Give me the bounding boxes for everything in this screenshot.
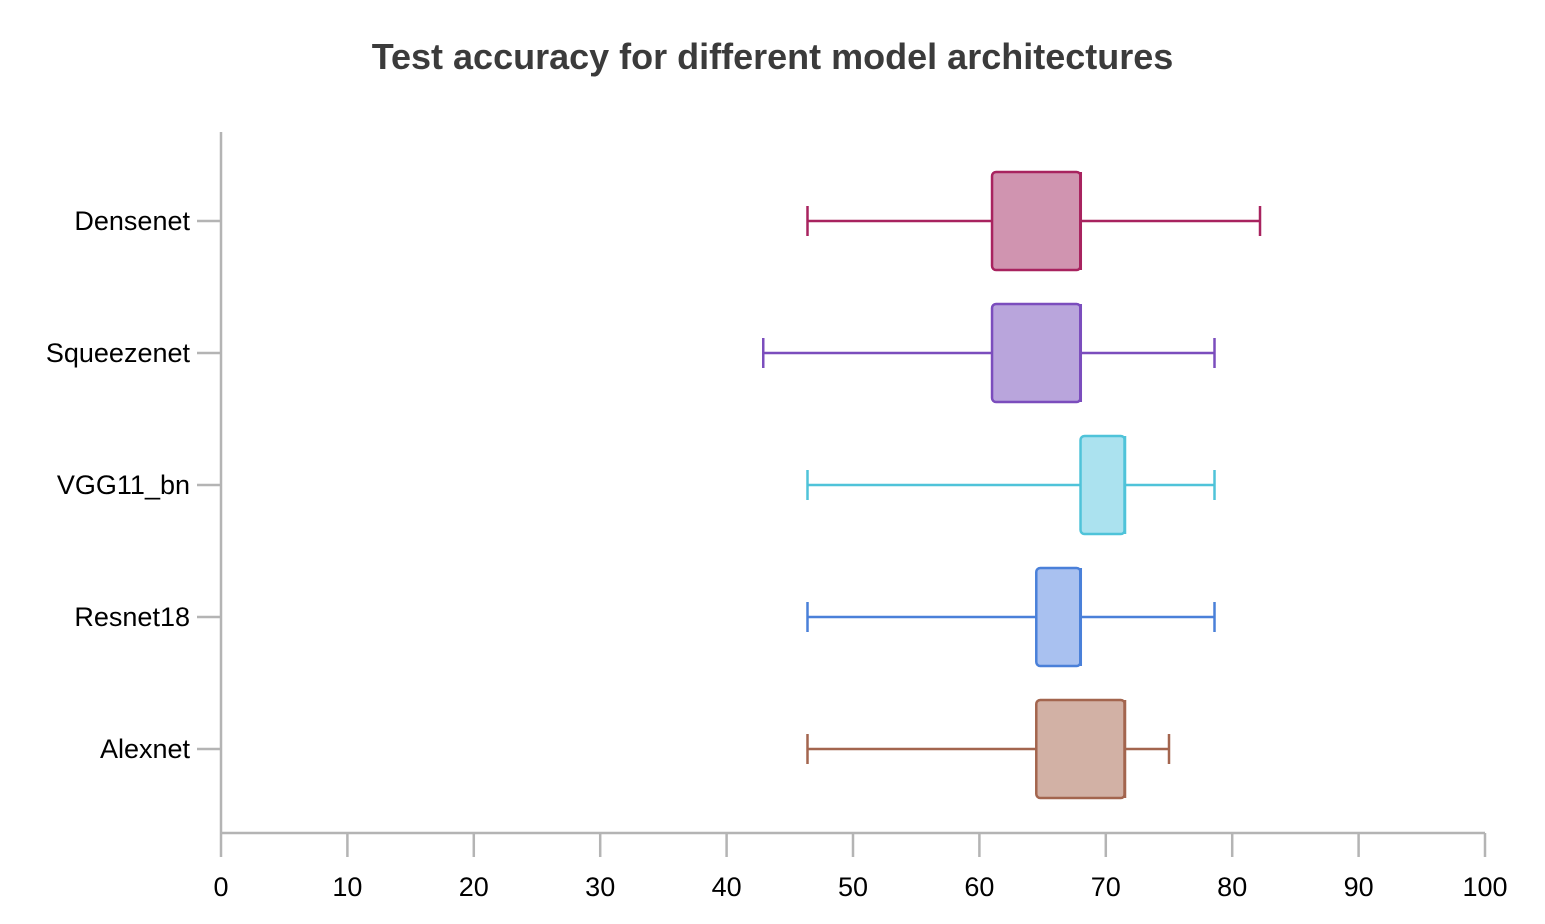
x-tick-label: 40 <box>712 872 742 902</box>
x-tick-label: 80 <box>1217 872 1247 902</box>
x-tick-label: 50 <box>838 872 868 902</box>
x-tick-label: 20 <box>459 872 489 902</box>
iqr-box <box>990 302 1082 404</box>
y-tick-label: Densenet <box>74 206 190 236</box>
x-tick-label: 60 <box>964 872 994 902</box>
x-tick-label: 10 <box>332 872 362 902</box>
iqr-box <box>1035 566 1082 668</box>
axes-layer: Densenet Squeezenet VGG11_bn Resnet18 Alexne… <box>46 132 1508 902</box>
box-alexnet <box>806 698 1171 800</box>
y-tick-label: Alexnet <box>100 734 191 764</box>
boxes-layer <box>762 170 1262 800</box>
x-tick-label: 30 <box>585 872 615 902</box>
y-tick-label: VGG11_bn <box>57 470 190 500</box>
box-densenet <box>806 170 1262 272</box>
box-vgg11-bn <box>806 434 1216 536</box>
iqr-box <box>990 170 1082 272</box>
y-tick-label: Resnet18 <box>74 602 190 632</box>
chart-title: Test accuracy for different model archit… <box>371 36 1174 77</box>
iqr-box <box>1035 698 1127 800</box>
box-squeezenet <box>762 302 1216 404</box>
x-tick-label: 100 <box>1462 872 1507 902</box>
x-tick-label: 90 <box>1344 872 1374 902</box>
y-tick-label: Squeezenet <box>46 338 191 368</box>
box-resnet18 <box>806 566 1216 668</box>
x-tick-label: 70 <box>1091 872 1121 902</box>
iqr-box <box>1079 434 1127 536</box>
x-tick-label: 0 <box>213 872 228 902</box>
